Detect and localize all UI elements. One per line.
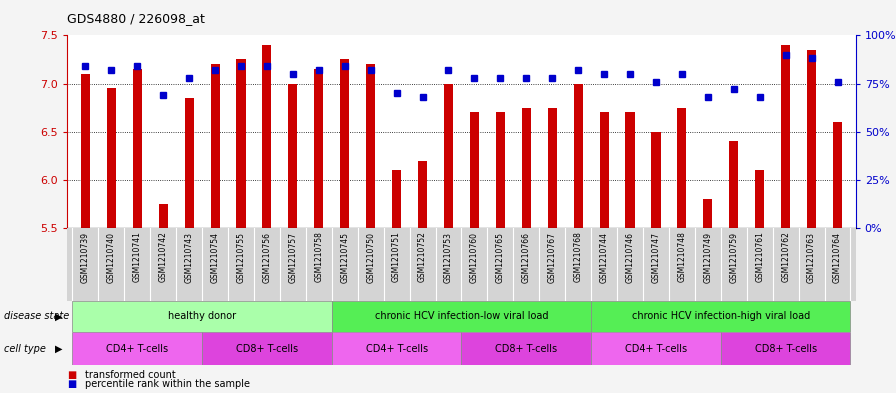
Text: GSM1210753: GSM1210753	[444, 231, 453, 283]
Bar	[625, 112, 634, 228]
Text: transformed count: transformed count	[85, 370, 176, 380]
Text: healthy donor: healthy donor	[168, 311, 237, 321]
Bar	[591, 301, 850, 332]
Bar	[703, 199, 712, 228]
Text: GDS4880 / 226098_at: GDS4880 / 226098_at	[67, 12, 205, 25]
Bar	[470, 112, 479, 228]
Text: GSM1210757: GSM1210757	[289, 231, 297, 283]
Bar	[159, 204, 168, 228]
Text: ■: ■	[67, 379, 76, 389]
Bar	[133, 69, 142, 228]
Bar	[211, 64, 220, 228]
Bar	[237, 59, 246, 228]
Bar	[807, 50, 816, 228]
Text: disease state: disease state	[4, 311, 70, 321]
Text: GSM1210743: GSM1210743	[185, 231, 194, 283]
Bar	[781, 45, 790, 228]
Bar	[107, 88, 116, 228]
Bar	[547, 108, 556, 228]
Text: GSM1210746: GSM1210746	[625, 231, 634, 283]
Bar	[340, 59, 349, 228]
Text: chronic HCV infection-low viral load: chronic HCV infection-low viral load	[375, 311, 548, 321]
Bar	[73, 332, 202, 365]
Bar	[677, 108, 686, 228]
Bar	[651, 132, 660, 228]
Text: cell type: cell type	[4, 344, 47, 354]
Bar	[444, 83, 453, 228]
Text: GSM1210761: GSM1210761	[755, 231, 764, 283]
Text: GSM1210752: GSM1210752	[418, 231, 427, 283]
Text: GSM1210755: GSM1210755	[237, 231, 246, 283]
Text: GSM1210762: GSM1210762	[781, 231, 790, 283]
Bar	[573, 83, 582, 228]
Text: ■: ■	[67, 370, 76, 380]
Bar	[495, 112, 504, 228]
Bar	[521, 108, 530, 228]
Text: GSM1210758: GSM1210758	[314, 231, 323, 283]
Text: GSM1210750: GSM1210750	[366, 231, 375, 283]
Bar	[366, 64, 375, 228]
Text: CD8+ T-cells: CD8+ T-cells	[236, 344, 298, 354]
Text: GSM1210766: GSM1210766	[521, 231, 530, 283]
Text: GSM1210756: GSM1210756	[263, 231, 271, 283]
Text: GSM1210764: GSM1210764	[833, 231, 842, 283]
Bar	[720, 332, 850, 365]
Text: CD4+ T-cells: CD4+ T-cells	[625, 344, 687, 354]
Bar	[392, 170, 401, 228]
Text: GSM1210741: GSM1210741	[133, 231, 142, 283]
Text: CD8+ T-cells: CD8+ T-cells	[495, 344, 557, 354]
Text: GSM1210740: GSM1210740	[107, 231, 116, 283]
Text: GSM1210759: GSM1210759	[729, 231, 738, 283]
Text: GSM1210739: GSM1210739	[81, 231, 90, 283]
Text: CD8+ T-cells: CD8+ T-cells	[754, 344, 817, 354]
Bar	[314, 69, 323, 228]
Text: GSM1210760: GSM1210760	[470, 231, 478, 283]
Bar	[263, 45, 271, 228]
Bar	[833, 122, 842, 228]
Text: percentile rank within the sample: percentile rank within the sample	[85, 379, 250, 389]
Text: ▶: ▶	[56, 344, 63, 354]
Text: CD4+ T-cells: CD4+ T-cells	[106, 344, 168, 354]
Text: GSM1210765: GSM1210765	[495, 231, 504, 283]
Text: GSM1210763: GSM1210763	[807, 231, 816, 283]
Text: GSM1210754: GSM1210754	[211, 231, 220, 283]
Bar	[332, 301, 591, 332]
Bar	[418, 160, 427, 228]
Bar	[185, 98, 194, 228]
Bar	[591, 332, 720, 365]
Bar	[289, 83, 297, 228]
Bar	[73, 301, 332, 332]
Text: ▶: ▶	[56, 311, 63, 321]
Bar	[729, 141, 738, 228]
Text: GSM1210745: GSM1210745	[340, 231, 349, 283]
Bar	[461, 332, 591, 365]
Bar	[81, 74, 90, 228]
Text: GSM1210751: GSM1210751	[392, 231, 401, 283]
Bar	[332, 332, 461, 365]
Text: GSM1210747: GSM1210747	[651, 231, 660, 283]
Text: chronic HCV infection-high viral load: chronic HCV infection-high viral load	[632, 311, 810, 321]
Text: GSM1210748: GSM1210748	[677, 231, 686, 283]
Bar	[755, 170, 764, 228]
Text: CD4+ T-cells: CD4+ T-cells	[366, 344, 427, 354]
Text: GSM1210744: GSM1210744	[599, 231, 608, 283]
Text: GSM1210742: GSM1210742	[159, 231, 168, 283]
Text: GSM1210767: GSM1210767	[547, 231, 556, 283]
Bar	[599, 112, 608, 228]
Text: GSM1210768: GSM1210768	[573, 231, 582, 283]
Bar	[202, 332, 332, 365]
Text: GSM1210749: GSM1210749	[703, 231, 712, 283]
